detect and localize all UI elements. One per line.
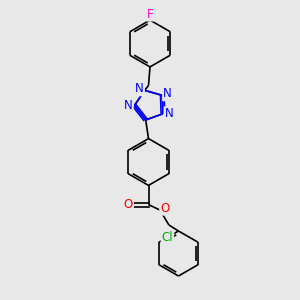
Text: F: F	[147, 8, 153, 21]
Text: N: N	[124, 99, 133, 112]
Text: O: O	[160, 202, 169, 215]
Text: O: O	[124, 198, 133, 211]
Text: Cl: Cl	[162, 231, 173, 244]
Text: N: N	[135, 82, 144, 95]
Text: N: N	[165, 107, 173, 120]
Text: N: N	[163, 87, 172, 101]
